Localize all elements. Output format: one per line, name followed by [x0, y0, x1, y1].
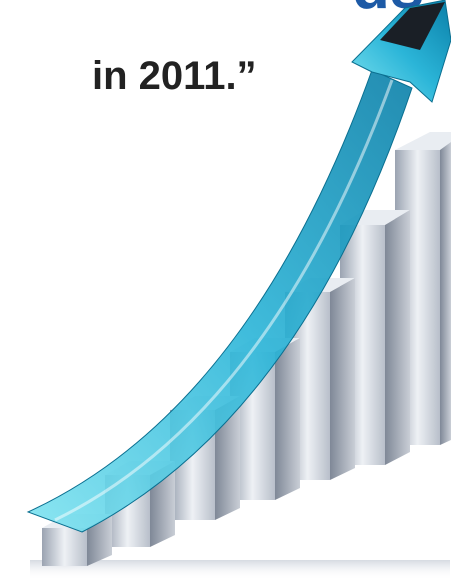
floor-shadow	[30, 560, 450, 580]
arrow	[26, 0, 451, 533]
quote-fragment: in 2011.”	[92, 54, 257, 98]
